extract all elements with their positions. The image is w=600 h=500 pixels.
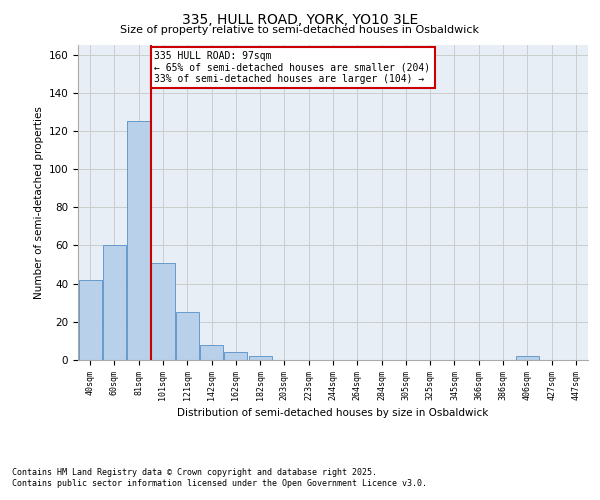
Text: 335, HULL ROAD, YORK, YO10 3LE: 335, HULL ROAD, YORK, YO10 3LE [182, 12, 418, 26]
Bar [151, 262, 175, 360]
X-axis label: Distribution of semi-detached houses by size in Osbaldwick: Distribution of semi-detached houses by … [178, 408, 488, 418]
Y-axis label: Number of semi-detached properties: Number of semi-detached properties [34, 106, 44, 299]
Bar [248, 356, 272, 360]
Bar [127, 122, 150, 360]
Text: Contains HM Land Registry data © Crown copyright and database right 2025.
Contai: Contains HM Land Registry data © Crown c… [12, 468, 427, 487]
Bar [79, 280, 101, 360]
Bar [176, 312, 199, 360]
Bar [103, 246, 126, 360]
Bar [200, 344, 223, 360]
Bar [516, 356, 539, 360]
Text: Size of property relative to semi-detached houses in Osbaldwick: Size of property relative to semi-detach… [121, 25, 479, 35]
Text: 335 HULL ROAD: 97sqm
← 65% of semi-detached houses are smaller (204)
33% of semi: 335 HULL ROAD: 97sqm ← 65% of semi-detac… [155, 50, 431, 84]
Bar [224, 352, 247, 360]
